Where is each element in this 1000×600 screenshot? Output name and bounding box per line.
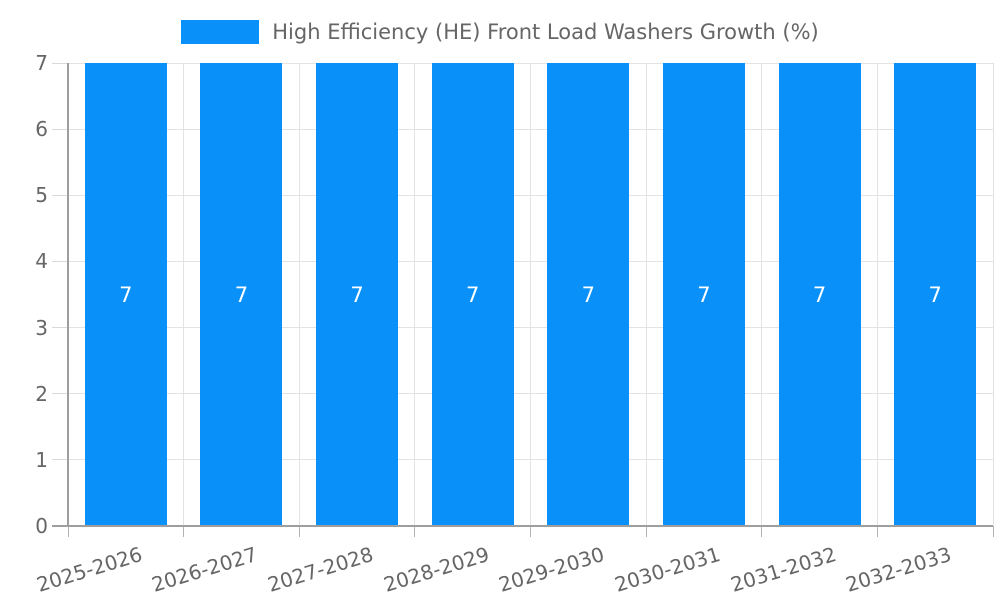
x-axis-tick-label: 2031-2032 [727, 542, 839, 597]
y-axis-tick-label: 1 [35, 447, 48, 472]
bar-value-label: 7 [581, 282, 595, 307]
x-axis-line [52, 525, 993, 527]
bar-value-label: 7 [466, 282, 480, 307]
y-axis-tick-mark [52, 260, 68, 262]
x-axis-tick-label: 2030-2031 [611, 542, 723, 597]
gridline-vertical [876, 63, 878, 526]
y-axis-tick-mark [52, 459, 68, 461]
legend-item[interactable]: High Efficiency (HE) Front Load Washers … [0, 19, 1000, 45]
bar [84, 63, 167, 526]
y-axis-tick-label: 7 [35, 51, 48, 75]
y-axis-tick-label: 0 [35, 514, 48, 538]
gridline-vertical [298, 63, 300, 526]
gridline-vertical [183, 63, 185, 526]
x-axis-tick-mark [992, 526, 994, 537]
x-axis-tick-label: 2028-2029 [380, 542, 492, 597]
bar-value-label: 7 [812, 282, 827, 307]
x-axis-tick-mark [645, 526, 647, 537]
bar-value-label: 7 [928, 282, 942, 307]
gridline-vertical [414, 63, 416, 526]
bar [547, 63, 630, 526]
gridline-vertical [530, 63, 531, 526]
y-axis-tick-mark [52, 62, 68, 64]
bar [316, 63, 399, 526]
y-axis-tick-label: 2 [35, 381, 48, 406]
bar [662, 63, 745, 526]
bar-value-label: 7 [350, 282, 364, 307]
x-axis-tick-label: 2025-2026 [33, 542, 145, 597]
bar [894, 63, 977, 526]
x-axis-tick-label: 2026-2027 [149, 542, 261, 597]
bar-value-label: 7 [119, 282, 133, 307]
legend-label: High Efficiency (HE) Front Load Washers … [272, 20, 819, 44]
x-axis-tick-mark [183, 526, 185, 537]
y-axis-tick-mark [52, 327, 68, 329]
legend-swatch [181, 20, 260, 44]
y-axis-tick-label: 6 [35, 117, 48, 142]
x-axis-tick-mark [530, 526, 531, 537]
y-axis-tick-mark [52, 194, 68, 196]
gridline-vertical [645, 63, 647, 526]
x-axis-tick-label: 2027-2028 [264, 542, 377, 597]
y-axis-tick-label: 4 [35, 249, 48, 274]
y-axis-tick-label: 3 [35, 315, 48, 340]
x-axis-tick-mark [298, 526, 300, 537]
x-axis-tick-mark [67, 526, 69, 537]
y-axis-tick-label: 5 [35, 183, 48, 208]
bar [778, 63, 861, 526]
y-axis-line [67, 63, 69, 527]
y-axis-tick-mark [52, 128, 68, 130]
x-axis-tick-label: 2032-2033 [842, 542, 955, 597]
x-axis-tick-label: 2029-2030 [496, 542, 608, 597]
gridline-vertical [761, 63, 763, 526]
bar-value-label: 7 [697, 282, 711, 307]
x-axis-tick-mark [876, 526, 878, 537]
gridline-vertical [992, 63, 994, 526]
bar [200, 63, 283, 526]
bar-value-label: 7 [234, 282, 249, 307]
bar [431, 63, 514, 526]
x-axis-tick-mark [414, 526, 416, 537]
y-axis-tick-mark [52, 393, 68, 395]
x-axis-tick-mark [761, 526, 763, 537]
